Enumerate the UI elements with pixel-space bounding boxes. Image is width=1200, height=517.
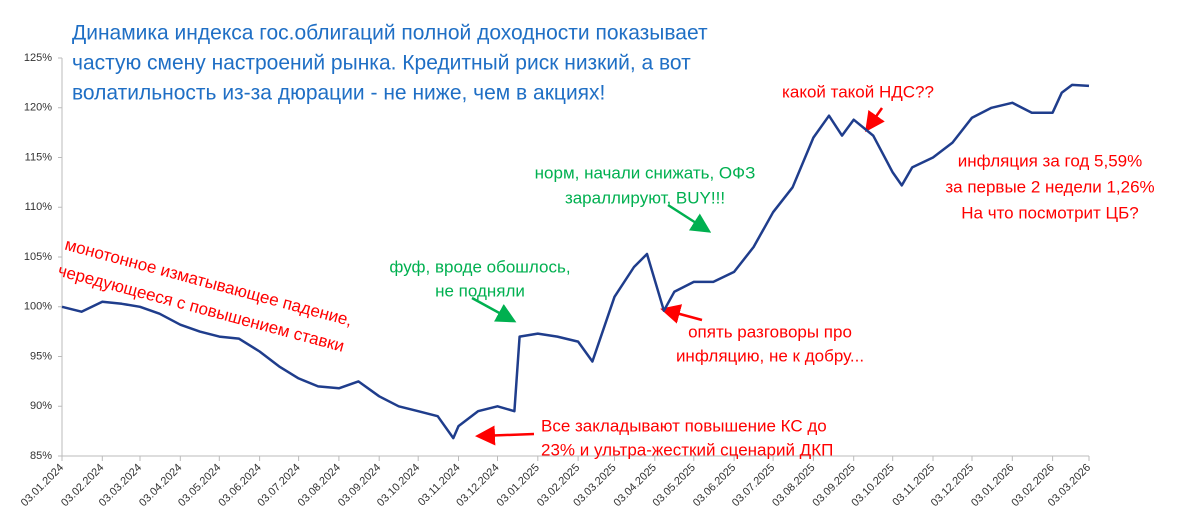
y-tick-label: 90%	[30, 400, 52, 412]
annotation-text: какой такой НДС??	[782, 82, 934, 101]
arrow	[667, 203, 712, 233]
y-tick-label: 110%	[25, 201, 53, 213]
chart-title: волатильность из-за дюрации - не ниже, ч…	[72, 82, 605, 105]
annotation-text: зараллируют, BUY!!!	[565, 188, 725, 207]
annotation: монотонное изматывающее падение,чередующ…	[56, 235, 354, 356]
annotation-text: 23% и ультра-жесткий сценарий ДКП	[541, 440, 833, 459]
x-tick-label: 03.10.2025	[849, 462, 896, 509]
annotation-text: Все закладывают повышение КС до	[541, 416, 827, 435]
annotation-text: опять разговоры про	[688, 322, 852, 341]
arrow	[471, 296, 517, 323]
y-tick-label: 100%	[24, 301, 52, 313]
annotation: фуф, вроде обошлось, не подняли	[389, 257, 570, 300]
annotation-text: инфляцию, не к добру...	[676, 346, 864, 365]
y-tick-label: 125%	[24, 52, 52, 64]
annotation-text: за первые 2 недели 1,26%	[945, 177, 1154, 196]
line	[61, 83, 1090, 440]
chart-title: частую смену настроений рынка. Кредитный…	[72, 52, 691, 75]
annotation-text: норм, начали снижать, ОФЗ	[535, 163, 756, 182]
arrows	[471, 107, 885, 446]
annotation-text: На что посмотрит ЦБ?	[961, 203, 1138, 222]
annotation-text: фуф, вроде обошлось,	[389, 257, 570, 276]
annotation: Все закладывают повышение КС до 23% и уль…	[541, 416, 833, 459]
annotation-text: инфляция за год 5,59%	[958, 151, 1143, 170]
y-tick-label: 120%	[24, 102, 52, 114]
arrow	[865, 107, 885, 133]
annotation: инфляция за год 5,59% за первые 2 недели …	[945, 151, 1154, 222]
y-tick-label: 85%	[30, 450, 52, 462]
chart-title: Динамика индекса гос.облигаций полной до…	[72, 22, 708, 45]
annotation: норм, начали снижать, ОФЗ зараллируют, BU…	[535, 163, 756, 207]
x-tick-label: 03.10.2024	[375, 462, 422, 509]
arrow	[660, 304, 703, 324]
y-tick-label: 115%	[25, 151, 53, 163]
annotation-text: не подняли	[435, 281, 525, 300]
annotation: какой такой НДС??	[782, 82, 934, 101]
annotation: опять разговоры про инфляцию, не к добру.…	[676, 322, 864, 365]
y-tick-label: 95%	[30, 350, 52, 362]
y-tick-label: 105%	[24, 251, 52, 263]
arrow	[475, 425, 535, 446]
